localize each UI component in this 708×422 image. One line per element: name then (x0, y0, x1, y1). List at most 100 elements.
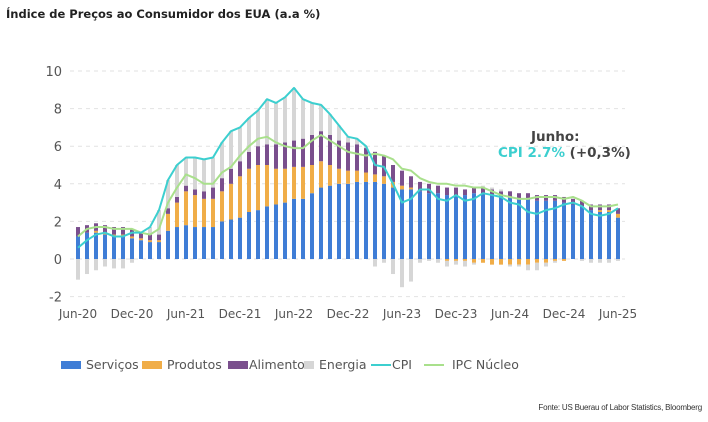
bar-produtos (517, 259, 521, 265)
x-tick-label: Jun-25 (598, 307, 637, 321)
bar-energia (103, 259, 107, 267)
bar-serviços (553, 200, 557, 259)
bar-serviços (166, 230, 170, 259)
bar-energia (265, 99, 269, 145)
bar-energia (85, 259, 89, 275)
bar-produtos (535, 259, 539, 263)
bar-serviços (409, 189, 413, 259)
bar-alimentos (310, 134, 314, 165)
bar-produtos (328, 165, 332, 186)
bar-alimentos (445, 187, 449, 196)
y-tick-label: 0 (54, 253, 62, 268)
bar-energia (418, 259, 422, 263)
bar-produtos (94, 230, 98, 233)
bar-energia (616, 259, 620, 261)
bar-alimentos (202, 191, 206, 199)
legend-label: CPI (392, 357, 412, 372)
annotation-change: (+0,3%) (569, 145, 631, 161)
bar-alimentos (175, 196, 179, 203)
bar-serviços (256, 210, 260, 259)
bar-produtos (373, 174, 377, 182)
legend-cpi: CPI (371, 357, 412, 372)
bar-alimentos (274, 144, 278, 169)
bar-energia (220, 142, 224, 179)
bar-energia (472, 262, 476, 265)
bar-serviços (112, 236, 116, 259)
bar-energia (508, 264, 512, 267)
bar-alimentos (148, 234, 152, 241)
legend-label: Serviços (86, 357, 139, 372)
bar-energia (76, 259, 80, 280)
core-cpi-line (77, 133, 619, 238)
bar-energia (445, 260, 449, 267)
bar-produtos (544, 259, 548, 263)
bar-serviços (445, 195, 449, 259)
bar-produtos (193, 195, 197, 228)
bar-energia (436, 259, 440, 263)
bar-serviços (598, 212, 602, 259)
bar-serviços (499, 196, 503, 259)
x-tick-label: Dec-20 (111, 307, 154, 321)
legend-line (371, 363, 391, 366)
bar-alimentos (301, 138, 305, 167)
bar-produtos (382, 176, 386, 184)
bar-serviços (274, 204, 278, 259)
bar-energia (607, 259, 611, 263)
x-tick-label: Dec-24 (543, 307, 586, 321)
legend-line (424, 363, 444, 366)
bar-alimentos (229, 168, 233, 184)
bar-alimentos (121, 227, 125, 235)
bar-serviços (139, 240, 143, 259)
bar-serviços (382, 183, 386, 259)
bar-alimentos (211, 187, 215, 199)
bar-energia (193, 157, 197, 190)
y-tick-label: 8 (54, 103, 62, 118)
bar-produtos (220, 191, 224, 222)
chart-title: Índice de Preços ao Consumidor dos EUA (… (6, 7, 321, 21)
bar-serviços (229, 219, 233, 259)
bar-serviços (301, 198, 305, 259)
bar-alimentos (355, 144, 359, 171)
bar-energia (175, 165, 179, 197)
bar-serviços (238, 217, 242, 259)
bar-produtos (409, 187, 413, 190)
bar-serviços (103, 234, 107, 259)
bar-alimentos (436, 185, 440, 194)
bar-alimentos (328, 134, 332, 165)
legend-label: Alimentos (249, 357, 312, 372)
bar-energia (499, 189, 503, 192)
bar-produtos (553, 259, 557, 261)
bar-produtos (292, 166, 296, 199)
bar-energia (580, 259, 584, 261)
bar-serviços (490, 195, 494, 259)
bar-energia (202, 159, 206, 192)
bar-serviços (508, 196, 512, 259)
bar-energia (553, 260, 557, 263)
bar-produtos (202, 198, 206, 228)
x-tick-label: Dec-22 (327, 307, 370, 321)
bar-produtos (472, 259, 476, 263)
bar-energia (535, 262, 539, 271)
bar-alimentos (364, 148, 368, 173)
bar-serviços (391, 187, 395, 259)
bar-energia (319, 104, 323, 132)
bar-energia (130, 259, 134, 263)
bar-serviços (607, 212, 611, 259)
bar-alimentos (103, 225, 107, 233)
bar-energia (166, 180, 170, 209)
bar-serviços (364, 181, 368, 259)
bar-serviços (265, 206, 269, 259)
bar-energia (598, 259, 602, 263)
bar-alimentos (517, 193, 521, 199)
y-tick-label: 6 (54, 140, 62, 155)
bar-alimentos (256, 146, 260, 165)
bar-alimentos (220, 178, 224, 192)
bar-produtos (346, 170, 350, 184)
legend-swatch (142, 360, 162, 369)
bar-alimentos (292, 140, 296, 167)
legend-label: Produtos (167, 357, 222, 372)
y-tick-label: -2 (49, 291, 62, 306)
annotation-cpi: CPI 2.7% (+0,3%) (498, 145, 631, 161)
bar-alimentos (238, 161, 242, 177)
bar-alimentos (391, 165, 395, 182)
